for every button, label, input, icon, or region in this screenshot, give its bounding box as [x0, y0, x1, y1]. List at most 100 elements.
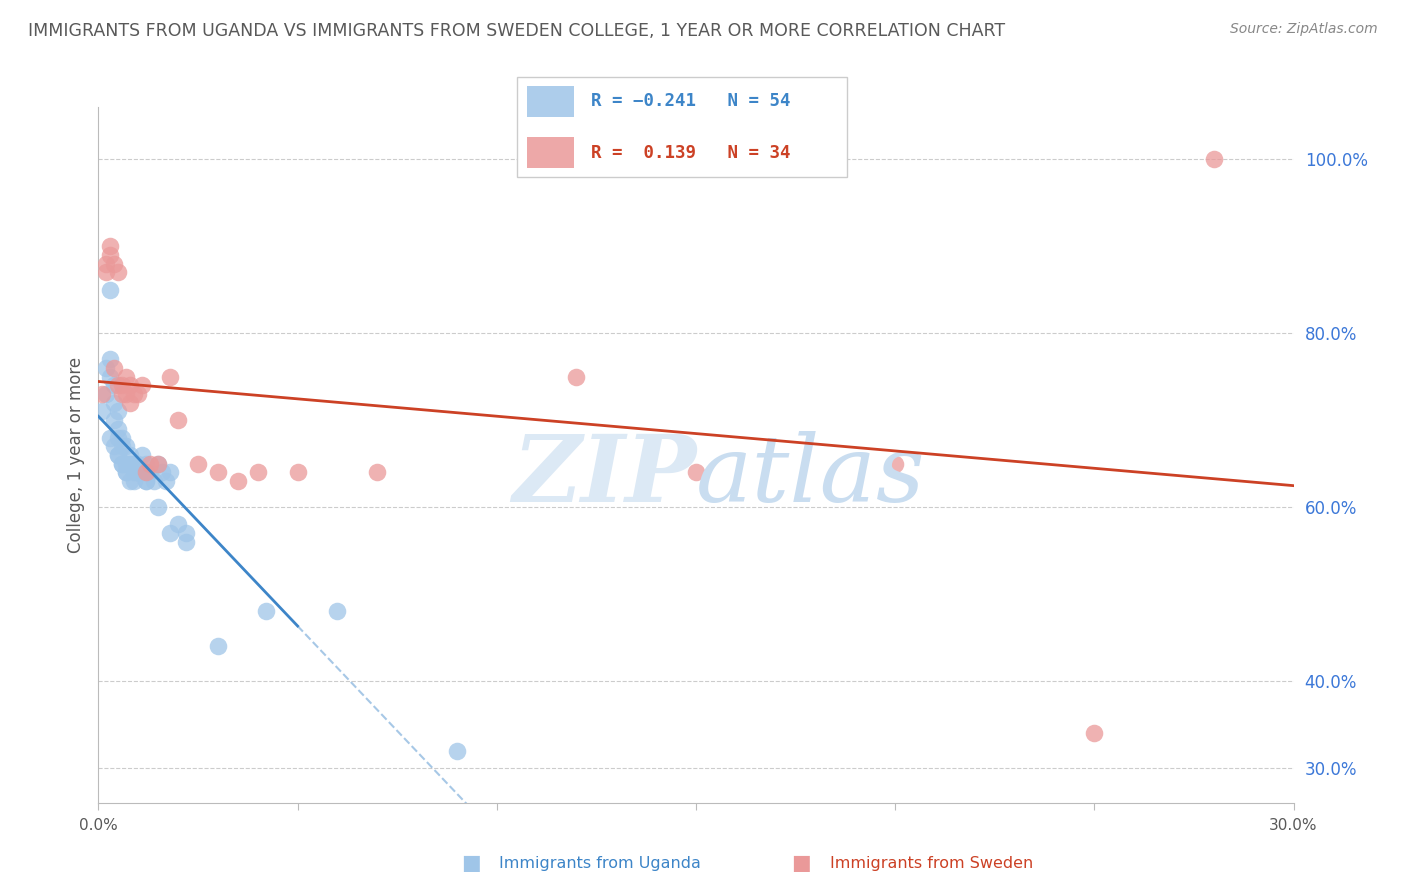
Point [287, 466, 309, 480]
Point [139, 457, 162, 471]
Point [124, 474, 146, 488]
Point [135, 457, 157, 471]
Point [96, 360, 118, 375]
Point [124, 466, 146, 480]
Point [103, 360, 125, 375]
Point [159, 466, 181, 480]
Text: ■: ■ [792, 854, 811, 873]
Point [127, 457, 149, 471]
Point [135, 474, 157, 488]
Text: IMMIGRANTS FROM UGANDA VS IMMIGRANTS FROM SWEDEN COLLEGE, 1 YEAR OR MORE CORRELA: IMMIGRANTS FROM UGANDA VS IMMIGRANTS FRO… [28, 22, 1005, 40]
Point [98, 239, 122, 253]
Point [366, 466, 388, 480]
Point [187, 457, 209, 471]
Point [884, 457, 907, 471]
Point [115, 369, 138, 384]
Point [111, 430, 134, 444]
Point [111, 387, 134, 401]
Text: Source: ZipAtlas.com: Source: ZipAtlas.com [1230, 22, 1378, 37]
Point [120, 457, 142, 471]
Point [115, 466, 138, 480]
Point [159, 369, 181, 384]
Point [111, 378, 134, 392]
FancyBboxPatch shape [516, 77, 848, 178]
Point [148, 500, 170, 514]
Point [98, 248, 122, 262]
Point [124, 387, 146, 401]
FancyBboxPatch shape [527, 87, 574, 117]
Point [111, 457, 134, 471]
Point [127, 387, 149, 401]
Text: 30.0%: 30.0% [1270, 819, 1317, 833]
FancyBboxPatch shape [527, 137, 574, 168]
Point [159, 526, 181, 541]
Point [1083, 726, 1105, 740]
Text: R =  0.139   N = 34: R = 0.139 N = 34 [591, 144, 790, 161]
Point [96, 265, 118, 279]
Point [120, 378, 142, 392]
Point [98, 430, 122, 444]
Point [115, 439, 138, 453]
Point [115, 457, 138, 471]
Point [96, 387, 118, 401]
Text: R = −0.241   N = 54: R = −0.241 N = 54 [591, 93, 790, 111]
Point [167, 517, 190, 532]
Point [103, 378, 125, 392]
Point [207, 466, 229, 480]
Point [155, 474, 177, 488]
Point [103, 439, 125, 453]
Point [127, 466, 149, 480]
Point [120, 396, 142, 410]
Point [127, 466, 149, 480]
Point [565, 369, 588, 384]
Point [120, 457, 142, 471]
Point [91, 404, 114, 418]
Point [103, 396, 125, 410]
Point [124, 457, 146, 471]
Text: Immigrants from Sweden: Immigrants from Sweden [830, 856, 1033, 871]
Point [174, 534, 197, 549]
Point [107, 448, 129, 462]
Point [107, 430, 129, 444]
Point [98, 352, 122, 367]
Point [131, 378, 153, 392]
Point [131, 466, 153, 480]
Text: ■: ■ [461, 854, 481, 873]
Point [174, 526, 197, 541]
Point [135, 474, 157, 488]
Point [131, 448, 153, 462]
Point [111, 439, 134, 453]
Point [107, 448, 129, 462]
Text: Immigrants from Uganda: Immigrants from Uganda [499, 856, 702, 871]
Point [103, 257, 125, 271]
Point [326, 605, 349, 619]
Point [685, 466, 707, 480]
Point [135, 466, 157, 480]
Y-axis label: College, 1 year or more: College, 1 year or more [66, 357, 84, 553]
Point [120, 448, 142, 462]
Point [107, 422, 129, 436]
Point [107, 265, 129, 279]
Point [115, 466, 138, 480]
Point [207, 639, 229, 653]
Point [139, 466, 162, 480]
Point [115, 387, 138, 401]
Point [96, 257, 118, 271]
Point [111, 457, 134, 471]
Point [446, 744, 468, 758]
Point [103, 413, 125, 427]
Point [246, 466, 269, 480]
Text: 0.0%: 0.0% [79, 819, 118, 833]
Text: atlas: atlas [696, 431, 925, 521]
Point [226, 474, 249, 488]
Point [150, 466, 173, 480]
Point [107, 404, 129, 418]
Point [254, 605, 277, 619]
Point [148, 457, 170, 471]
Point [98, 369, 122, 384]
Point [143, 474, 166, 488]
Text: ZIP: ZIP [512, 431, 696, 521]
Point [1202, 152, 1225, 166]
Point [167, 413, 190, 427]
Point [107, 378, 129, 392]
